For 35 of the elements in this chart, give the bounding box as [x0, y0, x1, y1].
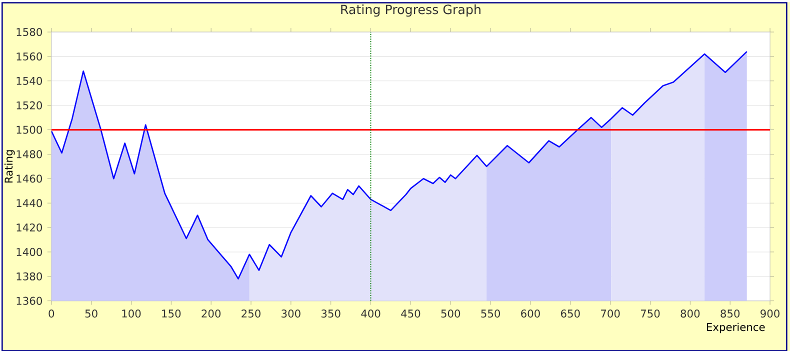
line-series [51, 50, 748, 280]
x-tick-label: 400 [361, 309, 380, 318]
y-axis-title: Rating [4, 150, 15, 182]
chart-title: Rating Progress Graph [341, 4, 480, 16]
x-tick-label: 200 [202, 309, 221, 318]
y-tick-label: 1500 [16, 126, 42, 134]
y-tick-label: 1480 [16, 150, 42, 158]
y-tick-label: 1440 [16, 198, 42, 207]
y-tick-label: 1380 [16, 272, 42, 280]
y-tick-label: 1460 [16, 174, 42, 182]
x-tick-label: 50 [85, 309, 98, 318]
y-tick-label: 1560 [16, 52, 42, 60]
x-tick-label: 700 [601, 309, 620, 318]
x-tick-label: 100 [122, 309, 141, 318]
x-tick-label: 750 [640, 309, 660, 318]
y-tick-label: 1520 [16, 101, 42, 110]
y-tick-label: 1360 [16, 296, 42, 305]
y-tick-label: 1400 [16, 248, 42, 256]
x-tick-label: 600 [521, 309, 540, 318]
x-tick-label: 850 [720, 309, 740, 318]
x-axis-title: Experience [706, 322, 765, 333]
y-tick-label: 1580 [16, 28, 42, 36]
y-tick-label: 1420 [16, 223, 42, 232]
x-tick-label: 350 [322, 309, 340, 318]
x-tick-label: 0 [48, 309, 54, 318]
x-tick-label: 150 [162, 309, 181, 318]
x-tick-label: 900 [760, 309, 780, 318]
x-tick-label: 450 [401, 309, 420, 318]
x-tick-label: 250 [242, 309, 260, 318]
x-tick-label: 650 [560, 309, 580, 318]
x-tick-label: 800 [680, 309, 700, 318]
x-tick-label: 550 [481, 309, 500, 318]
x-tick-label: 500 [441, 309, 460, 318]
x-tick-label: 300 [282, 309, 300, 318]
y-tick-label: 1540 [16, 76, 42, 85]
